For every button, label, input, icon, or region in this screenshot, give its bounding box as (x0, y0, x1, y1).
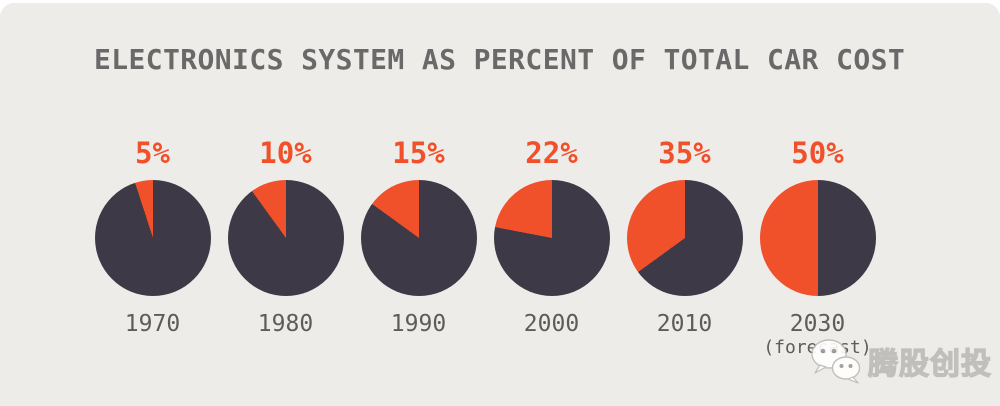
pie-row: 5% 1970 10% 1980 15% 1990 22% 2000 35% 2… (86, 136, 884, 358)
pie-value-label: 5% (135, 136, 170, 170)
pie-year-label: 2030 (789, 311, 846, 337)
pie-value-label: 35% (658, 136, 711, 170)
pie-value-label: 50% (791, 136, 844, 170)
pie-chart (759, 180, 876, 296)
pie-year-label: 2010 (656, 311, 713, 337)
pie-value-label: 15% (392, 136, 445, 170)
pie-group: 15% 1990 (352, 136, 485, 358)
wechat-icon (808, 337, 864, 385)
pie-chart (360, 180, 477, 296)
pie-chart (626, 180, 743, 296)
pie-year-label: 1970 (124, 311, 181, 337)
pie-chart (94, 180, 211, 296)
pie-value-label: 22% (525, 136, 578, 170)
pie-year-label: 2000 (523, 311, 580, 337)
pie-chart (227, 180, 344, 296)
chart-title: ELECTRONICS SYSTEM AS PERCENT OF TOTAL C… (94, 43, 906, 76)
chart-panel: ELECTRONICS SYSTEM AS PERCENT OF TOTAL C… (0, 3, 1000, 406)
pie-group: 10% 1980 (219, 136, 352, 358)
pie-group: 50% 2030 (forecast) (751, 136, 884, 358)
pie-group: 35% 2010 (618, 136, 751, 358)
pie-chart (493, 180, 610, 296)
pie-group: 22% 2000 (485, 136, 618, 358)
pie-value-label: 10% (259, 136, 312, 170)
pie-year-label: 1980 (257, 311, 314, 337)
watermark: 腾股创投 (808, 337, 992, 385)
pie-year-label: 1990 (390, 311, 447, 337)
watermark-text: 腾股创投 (867, 346, 992, 382)
pie-group: 5% 1970 (86, 136, 219, 358)
